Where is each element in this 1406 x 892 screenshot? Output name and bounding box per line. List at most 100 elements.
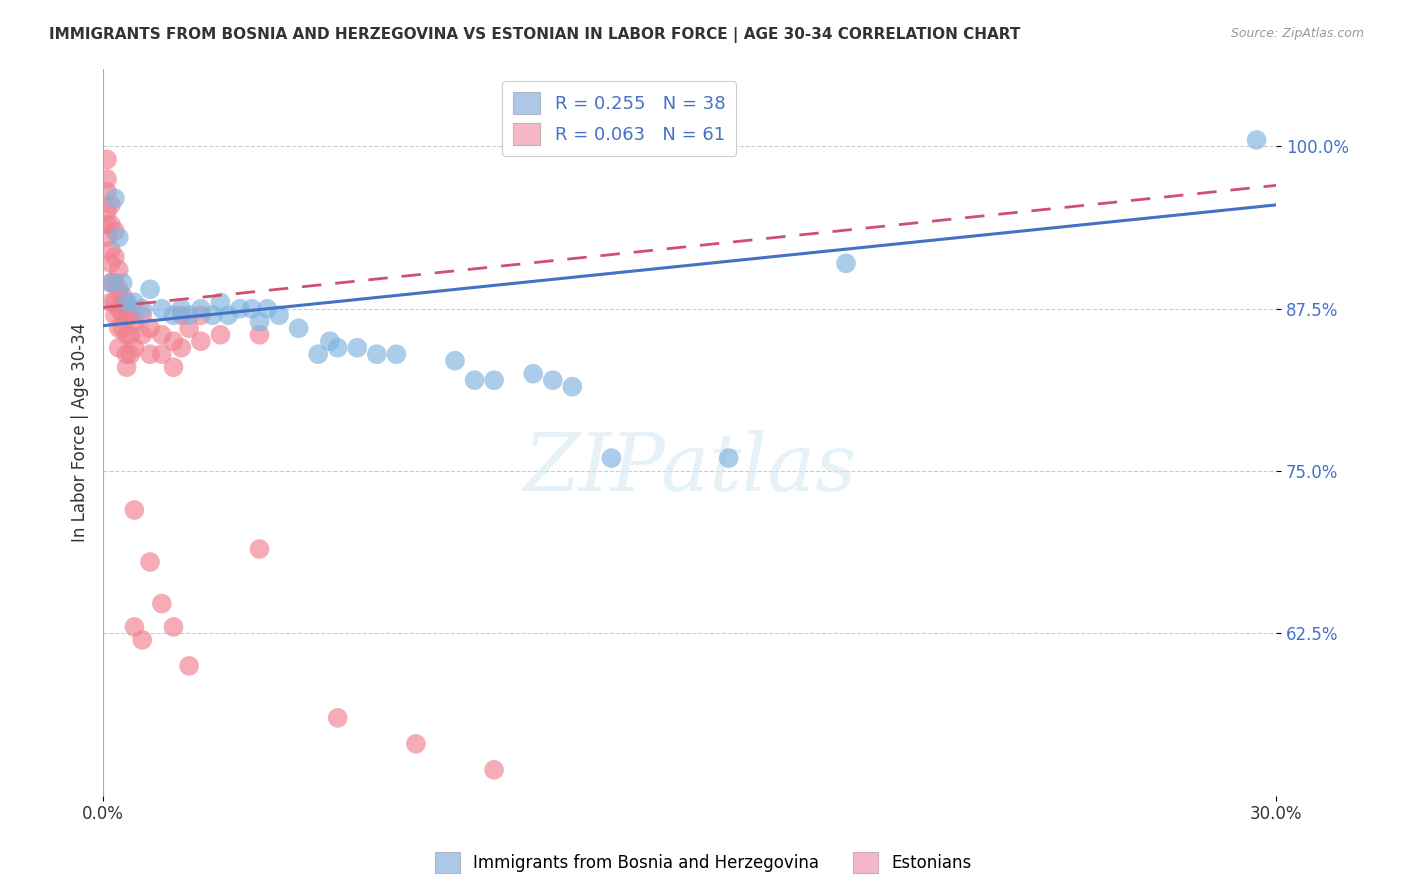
Point — [107, 230, 129, 244]
Point — [287, 321, 309, 335]
Point — [835, 256, 858, 270]
Point — [115, 360, 138, 375]
Point — [561, 380, 583, 394]
Text: Source: ZipAtlas.com: Source: ZipAtlas.com — [1230, 27, 1364, 40]
Y-axis label: In Labor Force | Age 30-34: In Labor Force | Age 30-34 — [72, 323, 89, 541]
Point — [201, 308, 224, 322]
Point — [464, 373, 486, 387]
Point — [115, 295, 138, 310]
Point — [100, 295, 122, 310]
Point — [249, 315, 271, 329]
Point — [120, 308, 142, 322]
Point — [162, 308, 184, 322]
Point — [111, 276, 134, 290]
Point — [326, 711, 349, 725]
Point — [405, 737, 427, 751]
Point — [162, 360, 184, 375]
Point — [346, 341, 368, 355]
Point — [120, 327, 142, 342]
Point — [100, 256, 122, 270]
Point — [115, 308, 138, 322]
Point — [111, 321, 134, 335]
Point — [139, 347, 162, 361]
Text: IMMIGRANTS FROM BOSNIA AND HERZEGOVINA VS ESTONIAN IN LABOR FORCE | AGE 30-34 CO: IMMIGRANTS FROM BOSNIA AND HERZEGOVINA V… — [49, 27, 1021, 43]
Point — [717, 451, 740, 466]
Point — [107, 282, 129, 296]
Point — [107, 301, 129, 316]
Point — [96, 218, 118, 232]
Point — [1246, 133, 1268, 147]
Point — [124, 315, 146, 329]
Point — [104, 191, 127, 205]
Point — [96, 172, 118, 186]
Point — [100, 276, 122, 290]
Point — [190, 334, 212, 349]
Point — [170, 301, 193, 316]
Point — [179, 659, 201, 673]
Point — [366, 347, 388, 361]
Point — [124, 503, 146, 517]
Point — [150, 301, 173, 316]
Point — [541, 373, 564, 387]
Point — [162, 620, 184, 634]
Point — [96, 153, 118, 167]
Point — [96, 185, 118, 199]
Point — [170, 341, 193, 355]
Legend: Immigrants from Bosnia and Herzegovina, Estonians: Immigrants from Bosnia and Herzegovina, … — [429, 846, 977, 880]
Point — [100, 244, 122, 258]
Point — [522, 367, 544, 381]
Point — [482, 763, 505, 777]
Point — [124, 295, 146, 310]
Point — [150, 327, 173, 342]
Point — [131, 327, 153, 342]
Point — [96, 204, 118, 219]
Point — [115, 295, 138, 310]
Text: ZIPatlas: ZIPatlas — [523, 430, 856, 508]
Point — [209, 327, 232, 342]
Point — [229, 301, 252, 316]
Point — [107, 321, 129, 335]
Point — [131, 308, 153, 322]
Point — [100, 218, 122, 232]
Point — [240, 301, 263, 316]
Point — [124, 620, 146, 634]
Point — [104, 295, 127, 310]
Point — [111, 289, 134, 303]
Point — [482, 373, 505, 387]
Point — [385, 347, 408, 361]
Point — [170, 308, 193, 322]
Point — [131, 632, 153, 647]
Point — [104, 250, 127, 264]
Point — [131, 301, 153, 316]
Point — [319, 334, 342, 349]
Point — [139, 555, 162, 569]
Point — [139, 282, 162, 296]
Point — [326, 341, 349, 355]
Point — [190, 301, 212, 316]
Point — [104, 224, 127, 238]
Point — [600, 451, 623, 466]
Point — [209, 295, 232, 310]
Point — [249, 327, 271, 342]
Point — [96, 230, 118, 244]
Point — [162, 334, 184, 349]
Point — [256, 301, 278, 316]
Point — [307, 347, 329, 361]
Point — [111, 308, 134, 322]
Point — [107, 341, 129, 355]
Point — [179, 308, 201, 322]
Point — [179, 321, 201, 335]
Point — [444, 353, 467, 368]
Point — [217, 308, 239, 322]
Legend: R = 0.255   N = 38, R = 0.063   N = 61: R = 0.255 N = 38, R = 0.063 N = 61 — [502, 81, 737, 156]
Point — [267, 308, 290, 322]
Point — [107, 262, 129, 277]
Point — [115, 347, 138, 361]
Point — [104, 308, 127, 322]
Point — [150, 597, 173, 611]
Point — [120, 347, 142, 361]
Point — [100, 276, 122, 290]
Point — [190, 308, 212, 322]
Point — [139, 321, 162, 335]
Point — [115, 327, 138, 342]
